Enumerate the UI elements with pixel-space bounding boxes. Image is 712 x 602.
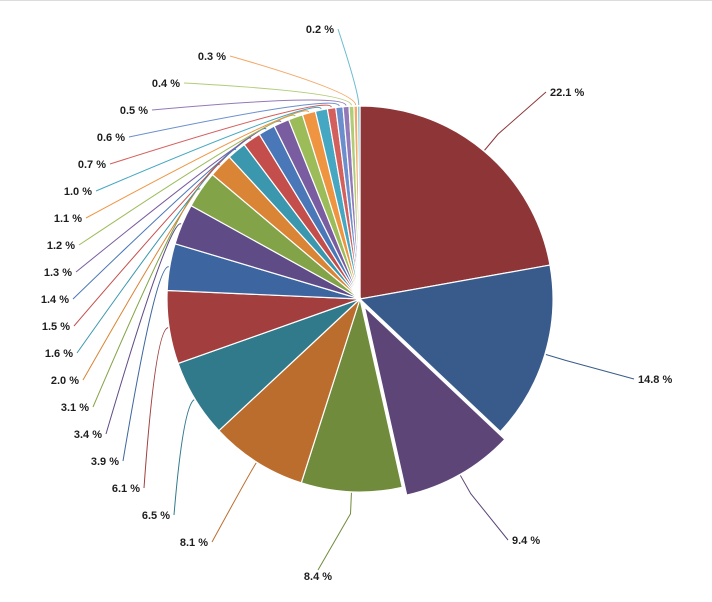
data-label-24: 0.2 %	[306, 24, 334, 36]
leader-line-18	[95, 106, 322, 192]
data-label-16: 1.2 %	[47, 240, 75, 252]
leader-line-6	[173, 399, 195, 516]
data-labels: 22.1 % 14.8 % 9.4 % 8.4 % 8.1 % 6.5 % 6.1 % 3.9…	[41, 24, 673, 583]
data-label-18: 1.0 %	[64, 186, 92, 198]
data-label-6: 6.5 %	[142, 510, 170, 522]
data-label-2: 14.8 %	[638, 374, 672, 386]
pie-slices	[166, 105, 554, 496]
leader-line-16	[78, 114, 296, 246]
data-label-15: 1.3 %	[44, 267, 72, 279]
data-label-14: 1.4 %	[41, 294, 69, 306]
leader-line-19	[109, 104, 332, 165]
leader-line-24	[337, 28, 360, 106]
data-label-17: 1.1 %	[54, 213, 82, 225]
data-label-20: 0.6 %	[97, 132, 125, 144]
leader-line-17	[85, 110, 310, 219]
leader-line-9	[105, 223, 182, 435]
pie-slice-1	[359, 105, 551, 300]
leader-line-23	[229, 55, 357, 106]
leader-line-4	[317, 492, 352, 571]
pie-slice-2	[358, 264, 554, 433]
pie-slice-4	[300, 296, 403, 493]
leader-lines	[72, 28, 635, 571]
leader-line-2	[545, 354, 635, 380]
data-label-11: 2.0 %	[51, 375, 79, 387]
data-label-19: 0.7 %	[78, 159, 106, 171]
data-label-1: 22.1 %	[550, 87, 584, 99]
pie-slice-3	[363, 305, 506, 496]
data-label-7: 6.1 %	[112, 483, 140, 495]
data-label-4: 8.4 %	[304, 571, 332, 583]
pie-slice-24	[356, 105, 361, 300]
leader-line-22	[183, 82, 352, 106]
leader-line-8	[122, 266, 169, 462]
data-label-9: 3.4 %	[74, 429, 102, 441]
leader-line-7	[143, 327, 169, 489]
data-label-22: 0.4 %	[152, 78, 180, 90]
leader-line-20	[128, 102, 340, 138]
data-label-3: 9.4 %	[512, 535, 540, 547]
pie-slice-5	[218, 296, 362, 484]
leader-line-5	[211, 462, 257, 543]
leader-line-1	[484, 91, 547, 151]
data-label-8: 3.9 %	[91, 456, 119, 468]
leader-line-3	[459, 475, 509, 541]
data-label-5: 8.1 %	[180, 537, 208, 549]
data-label-13: 1.5 %	[42, 321, 70, 333]
leader-line-21	[151, 99, 347, 111]
data-label-10: 3.1 %	[61, 402, 89, 414]
data-label-23: 0.3 %	[198, 51, 226, 63]
data-label-12: 1.6 %	[45, 348, 73, 360]
data-label-21: 0.5 %	[120, 105, 148, 117]
